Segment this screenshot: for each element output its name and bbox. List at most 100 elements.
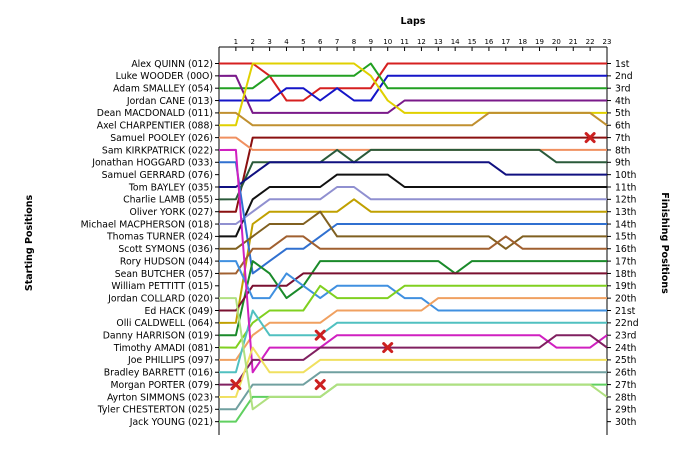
driver-label: Axel CHARPENTIER (088): [97, 121, 213, 132]
finishing-label: 12th: [615, 195, 636, 206]
driver-label: Thomas TURNER (024): [106, 232, 213, 243]
finishing-label: 4th: [615, 96, 631, 107]
series-line: [219, 272, 607, 312]
driver-label: Timothy AMADI (081): [113, 343, 213, 354]
driver-label: Scott SYMONS (036): [118, 244, 213, 255]
axes: [218, 46, 608, 435]
lap-tick-label: 6: [318, 38, 323, 46]
series-line: [218, 284, 607, 349]
retirement-marker: [314, 379, 326, 391]
retirement-cross-b: [382, 342, 394, 354]
retirement-cross-b: [314, 329, 326, 341]
finishing-label: 5th: [615, 108, 631, 119]
driver-label: Jordan CANE (013): [126, 96, 213, 107]
finishing-label: 19th: [615, 281, 636, 292]
retirement-markers: [230, 132, 596, 391]
driver-label: Morgan PORTER (079): [111, 380, 214, 391]
lap-tick-label: 11: [400, 38, 409, 46]
finishing-label: 23rd: [615, 331, 636, 342]
series-line: [219, 136, 607, 213]
series-line: [219, 260, 607, 337]
finishing-label: 11th: [615, 182, 636, 193]
lap-tick-label: 4: [284, 38, 289, 46]
series-line: [219, 371, 607, 411]
series-line: [218, 74, 607, 102]
lap-tick-label: 9: [369, 38, 373, 46]
lap-tick-label: 8: [352, 38, 356, 46]
finishing-label: 29th: [615, 405, 636, 416]
driver-label: Tom BAYLEY (035): [128, 182, 213, 193]
finishing-label: 27th: [615, 380, 636, 391]
lap-tick-label: 19: [535, 38, 544, 46]
finishing-label: 10th: [615, 170, 636, 181]
finishing-label: 7th: [615, 133, 631, 144]
lap-tick-label: 22: [586, 38, 595, 46]
driver-label: Rory HUDSON (044): [120, 256, 213, 267]
finishing-label: 3rd: [615, 84, 631, 95]
lap-tick-label: 12: [417, 38, 426, 46]
series-line: [218, 235, 607, 275]
finishing-label: 9th: [615, 158, 631, 169]
driver-label: Olli CALDWELL (064): [116, 318, 213, 329]
lap-tick-label: 3: [267, 38, 271, 46]
retirement-marker: [314, 329, 326, 341]
series-line: [219, 173, 607, 238]
finishing-label: 13th: [615, 207, 636, 218]
finishing-label: 2nd: [615, 71, 633, 82]
driver-label: Jonathan HOGGARD (033): [91, 158, 213, 169]
finishing-label: 22nd: [615, 318, 639, 329]
finishing-label: 1st: [615, 59, 630, 70]
driver-label: Tyler CHESTERTON (025): [97, 405, 213, 416]
finishing-label: 20th: [615, 293, 636, 304]
finishing-label: 24th: [615, 343, 636, 354]
finishing-label: 18th: [615, 269, 636, 280]
series-line: [219, 334, 608, 386]
series-line: [218, 297, 608, 411]
lap-tick-label: 21: [569, 38, 578, 46]
lap-tick-label: 7: [335, 38, 339, 46]
series-line: [218, 383, 607, 423]
driver-label: Charlie LAMB (055): [123, 195, 213, 206]
driver-label: Jack YOUNG (021): [129, 417, 213, 428]
series-line: [218, 210, 607, 250]
driver-label: Sean BUTCHER (057): [115, 269, 213, 280]
lap-tick-label: 17: [501, 38, 510, 46]
finishing-label: 21st: [615, 306, 636, 317]
series-line: [219, 62, 607, 90]
finishing-label: 6th: [615, 121, 631, 132]
series-line: [218, 186, 607, 226]
lap-tick-label: 13: [434, 38, 443, 46]
series-line: [218, 309, 607, 374]
finishing-label: 28th: [615, 392, 636, 403]
lap-tick-label: 14: [451, 38, 460, 46]
finishing-label: 14th: [615, 219, 636, 230]
lap-tick-label: 10: [383, 38, 392, 46]
driver-label: Samuel GERRARD (076): [102, 170, 213, 181]
series-lines: [218, 62, 608, 423]
lap-tick-label: 16: [484, 38, 493, 46]
finishing-label: 26th: [615, 368, 636, 379]
series-line: [218, 74, 607, 114]
driver-label: Ed HACK (049): [145, 306, 213, 317]
driver-label: William PETTITT (015): [111, 281, 213, 292]
series-line: [219, 62, 607, 102]
series-line: [218, 198, 607, 324]
finishing-label: 16th: [615, 244, 636, 255]
driver-label: Danny HARRISON (019): [103, 331, 213, 342]
series-line: [219, 136, 607, 151]
y-axis-label-right: Finishing Positions: [659, 192, 670, 294]
finishing-position-labels: 1st2nd3rd4th5th6th7th8th9th10th11th12th1…: [607, 59, 639, 428]
driver-label: Oliver YORK (027): [130, 207, 213, 218]
series-line: [219, 260, 607, 312]
driver-label: Luke WOODER (00O): [116, 71, 213, 82]
series-line: [219, 161, 607, 275]
series-line: [219, 297, 607, 361]
retirement-cross-b: [584, 132, 596, 144]
driver-label: Bradley BARRETT (016): [104, 368, 213, 379]
lap-tick-label: 23: [603, 38, 612, 46]
driver-label: Joe PHILLIPS (097): [127, 355, 213, 366]
driver-label: Adam SMALLEY (054): [113, 84, 213, 95]
finishing-label: 8th: [615, 145, 631, 156]
lap-tick-label: 1: [234, 38, 238, 46]
retirement-marker: [382, 342, 394, 354]
